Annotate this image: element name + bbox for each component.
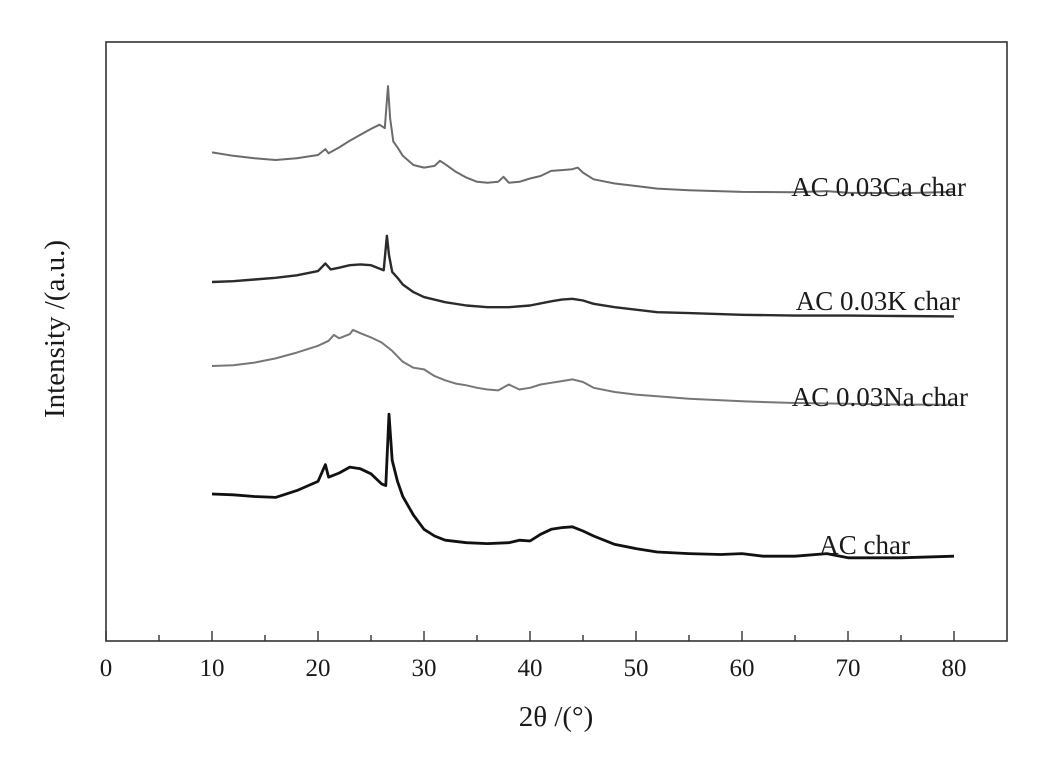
plot-frame: [105, 41, 1008, 642]
series-label-3: AC 0.03Na char: [792, 382, 968, 412]
x-tick-label: 20: [306, 655, 331, 682]
x-tick-label: 60: [730, 655, 755, 682]
x-tick-label: 40: [518, 655, 543, 682]
x-tick-label: 10: [200, 655, 225, 682]
series-layer: [211, 85, 955, 560]
x-tick-label: 80: [942, 655, 967, 682]
x-axis-title: 2θ /(°): [519, 701, 594, 733]
series-line-3: [211, 328, 954, 406]
y-axis-title: Intensity /(a.u.): [39, 240, 71, 418]
series-line-2: [211, 234, 955, 318]
x-tick-label: 50: [624, 655, 649, 682]
x-tick-label: 30: [412, 655, 437, 682]
series-line-1: [211, 85, 955, 195]
x-tick-label: 0: [100, 655, 113, 682]
series-label-1: AC 0.03Ca char: [791, 172, 966, 202]
x-tick-label: 70: [836, 655, 861, 682]
series-line-4: [211, 412, 955, 560]
series-label-2: AC 0.03K char: [796, 286, 960, 316]
x-axis-ticks: 0 10 20 30 40 50 60 70 80: [100, 631, 967, 682]
series-label-4: AC char: [819, 530, 910, 560]
series-label-layer: AC 0.03Ca char AC 0.03K char AC 0.03Na cha…: [791, 172, 968, 560]
